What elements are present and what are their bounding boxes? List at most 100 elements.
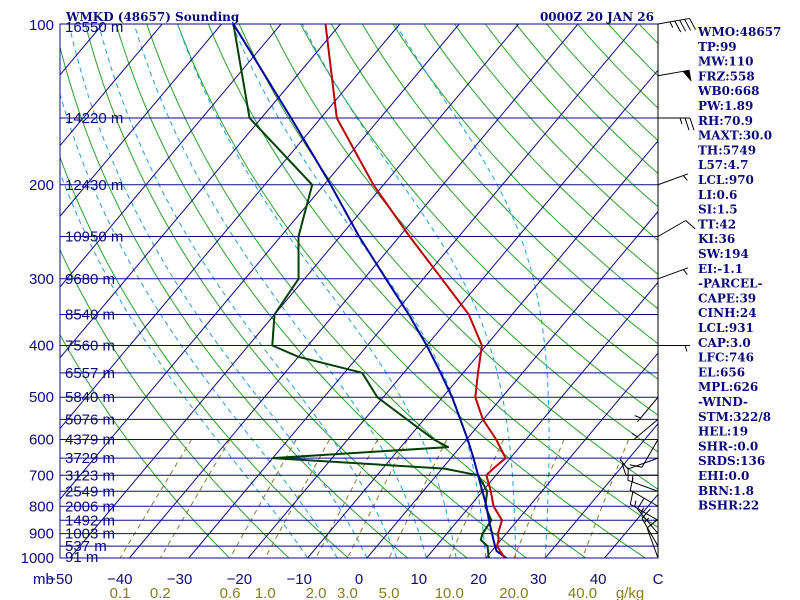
index-line: BSHR:22 [698, 499, 759, 513]
index-line: MPL:626 [698, 380, 758, 394]
pressure-label: 700 [29, 467, 54, 484]
dry-adiabat [546, 24, 658, 142]
dry-adiabat [84, 24, 468, 558]
index-line: EHI:0.0 [698, 469, 749, 483]
mixing-ratio-line [315, 439, 379, 558]
barb-half-flag [669, 21, 674, 28]
isotherm [485, 352, 658, 558]
isotherm [247, 69, 658, 558]
barb-half-flag [634, 500, 637, 507]
barb-flag [621, 463, 627, 476]
isotherm [60, 24, 163, 147]
pressure-label: 100 [29, 17, 54, 34]
height-label: 5076 m [65, 411, 115, 428]
index-line: CINH:24 [698, 306, 757, 320]
temperature-tick-label: −20 [227, 571, 252, 588]
index-line: L57:4.7 [698, 158, 748, 172]
height-label: 9680 m [65, 271, 115, 288]
index-line: MW:110 [698, 55, 753, 69]
height-label: 7560 m [65, 338, 115, 355]
moist-adiabat [177, 24, 457, 558]
mixing-ratio-line [347, 439, 408, 558]
wind-barb [619, 457, 659, 470]
barb-flag [629, 491, 634, 505]
barb-half-flag [640, 507, 645, 514]
temperature-tick-label: 20 [470, 571, 487, 588]
temperature-tick-label: 40 [590, 571, 607, 588]
index-line: HEL:19 [698, 425, 748, 439]
dry-adiabat [577, 24, 658, 109]
barb-staff [657, 17, 690, 25]
height-label: 12430 m [65, 177, 123, 194]
index-line: STM:322/8 [698, 410, 771, 424]
barb-flag [689, 117, 695, 131]
height-label: 3123 m [65, 467, 115, 484]
index-line: FRZ:558 [698, 69, 755, 83]
index-line: CAPE:39 [698, 291, 756, 305]
mixing-ratio-tick-label: 10.0 [435, 585, 464, 600]
barb-flag [684, 117, 690, 131]
barb-half-flag [684, 345, 688, 352]
height-label: 14220 m [65, 110, 123, 127]
index-line: WMO:48657 [697, 25, 781, 39]
mixing-ratio-tick-label: 5.0 [379, 585, 400, 600]
barb-flag [646, 519, 658, 529]
isotherm [129, 24, 579, 558]
barb-staff [641, 518, 659, 547]
pressure-label: 600 [29, 432, 54, 449]
barb-pennant [682, 70, 692, 83]
temperature-tick-label: −40 [107, 571, 132, 588]
index-line: -PARCEL- [698, 277, 763, 291]
index-line: KI:36 [698, 232, 735, 246]
barb-staff [637, 396, 659, 423]
barb-staff [633, 418, 659, 441]
index-line: LFC:746 [698, 351, 754, 365]
mixing-ratio-unit: g/kg [616, 585, 644, 600]
height-label: 1492 m [65, 512, 115, 529]
height-label: 3729 m [65, 450, 115, 467]
wind-barb [631, 418, 659, 441]
barb-staff [657, 220, 686, 237]
wind-barb [621, 463, 658, 476]
pressure-unit: mb [33, 571, 54, 588]
wind-barb [657, 17, 696, 33]
mixing-ratio-tick-label: 3.0 [337, 585, 358, 600]
barb-half-flag [682, 269, 688, 275]
dewpoint-profile [232, 24, 493, 558]
sounding-profiles [232, 24, 509, 558]
temperature-profile [324, 24, 508, 558]
barb-staff [657, 267, 689, 280]
barb-staff [646, 527, 659, 559]
mixing-ratio-tick-label: 2.0 [306, 585, 327, 600]
dry-adiabat [238, 24, 658, 490]
wind-barb [657, 69, 692, 83]
height-label: 2549 m [65, 483, 115, 500]
barb-flag [674, 20, 682, 33]
barb-flag [679, 19, 687, 32]
height-label: 91 m [65, 549, 98, 566]
index-line: TP:99 [698, 40, 737, 54]
wind-barb [657, 267, 689, 280]
barb-staff [657, 173, 689, 186]
pressure-label: 500 [29, 389, 54, 406]
mixing-ratio-tick-label: 1.0 [255, 585, 276, 600]
wind-barb [627, 467, 659, 492]
index-line: LI:0.6 [698, 188, 737, 202]
barb-staff [630, 503, 659, 521]
height-label: 4379 m [65, 432, 115, 449]
mixing-ratio-line [582, 439, 630, 558]
index-line: PW:1.89 [698, 99, 753, 113]
mixing-ratio-tick-label: 20.0 [499, 585, 528, 600]
index-line: SHR-:0.0 [698, 439, 758, 453]
barb-flag [689, 18, 696, 30]
isotherm [426, 281, 658, 558]
barb-flag [637, 498, 645, 510]
mixing-ratio-line [513, 439, 565, 558]
barb-staff [627, 479, 659, 492]
observation-time: 0000Z 20 JAN 26 [540, 10, 654, 24]
index-line: SW:194 [698, 247, 749, 261]
index-line: EL:656 [698, 365, 745, 379]
wind-barb [637, 498, 659, 534]
